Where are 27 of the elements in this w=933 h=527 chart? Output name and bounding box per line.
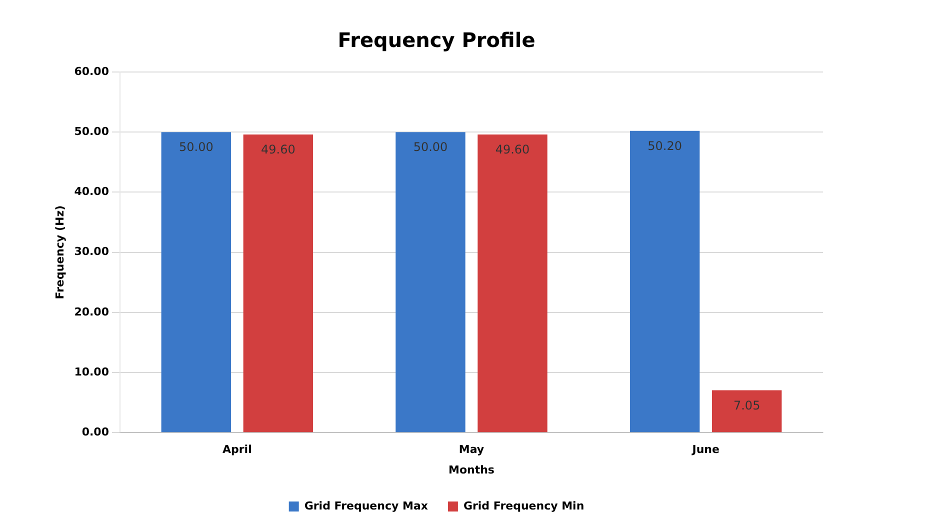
y-tick-label: 40.00 bbox=[74, 185, 110, 198]
chart-title: Frequency Profile bbox=[338, 28, 536, 52]
y-tick-label: 20.00 bbox=[74, 305, 110, 318]
y-tick-label: 50.00 bbox=[74, 124, 110, 138]
data-label: 7.05 bbox=[733, 398, 760, 412]
y-tick-label: 30.00 bbox=[74, 245, 110, 258]
y-tick-label: 60.00 bbox=[74, 64, 110, 78]
x-tick-label: June bbox=[691, 443, 720, 456]
y-tick-label: 10.00 bbox=[74, 365, 110, 378]
data-label: 50.00 bbox=[178, 140, 214, 154]
legend-label: Grid Frequency Max bbox=[304, 499, 428, 512]
bar bbox=[243, 134, 314, 432]
data-label: 50.20 bbox=[648, 139, 682, 154]
bar bbox=[630, 130, 700, 432]
bar bbox=[161, 132, 232, 432]
bar bbox=[396, 132, 466, 432]
data-label: 49.60 bbox=[260, 142, 296, 157]
data-label: 49.60 bbox=[495, 142, 530, 157]
y-axis-title: Frequency (Hz) bbox=[53, 205, 66, 300]
bar bbox=[712, 390, 782, 432]
x-axis-title: Months bbox=[448, 463, 495, 476]
data-label: 50.00 bbox=[413, 140, 448, 154]
x-tick-label: April bbox=[222, 443, 252, 456]
bar bbox=[478, 134, 548, 432]
legend-label: Grid Frequency Min bbox=[463, 499, 584, 512]
y-tick-label: 0.00 bbox=[82, 425, 110, 438]
x-tick-label: May bbox=[458, 443, 484, 456]
